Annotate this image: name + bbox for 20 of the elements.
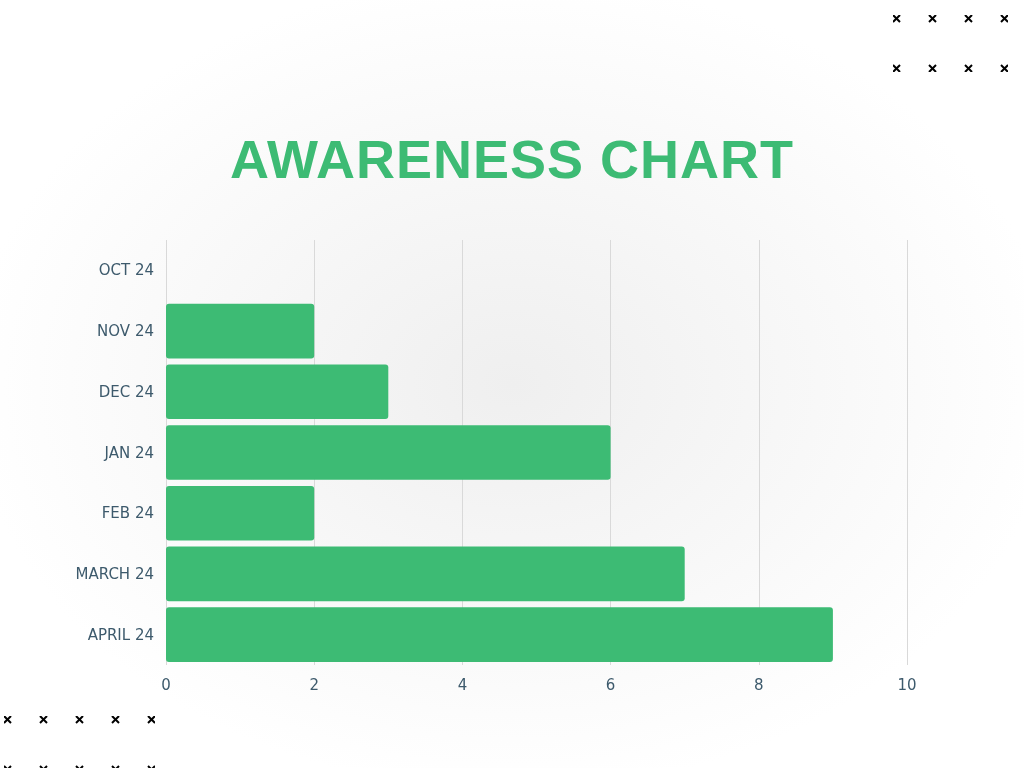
y-tick-label: NOV 24 <box>97 322 154 341</box>
x-tick-label: 2 <box>309 675 319 694</box>
x-tick-label: 8 <box>754 675 764 694</box>
x-tick-label: 6 <box>605 675 616 694</box>
bar <box>166 425 611 480</box>
bar <box>166 546 685 602</box>
x-tick-label: 0 <box>161 675 171 694</box>
y-tick-label: DEC 24 <box>98 382 154 401</box>
x-tick-label: 10 <box>897 675 917 694</box>
x-tick-label: 4 <box>457 675 468 694</box>
chart-subtitle: AWARENESS CHART <box>228 128 795 190</box>
y-tick-label: MARCH 24 <box>75 564 154 583</box>
y-tick-label: APRIL 24 <box>87 625 154 644</box>
y-tick-label: JAN 24 <box>103 443 154 462</box>
bar <box>166 485 315 541</box>
bar <box>166 364 389 420</box>
bar <box>166 607 833 662</box>
y-tick-label: OCT 24 <box>98 261 154 280</box>
bar <box>166 303 315 359</box>
y-tick-label: FEB 24 <box>101 504 154 523</box>
